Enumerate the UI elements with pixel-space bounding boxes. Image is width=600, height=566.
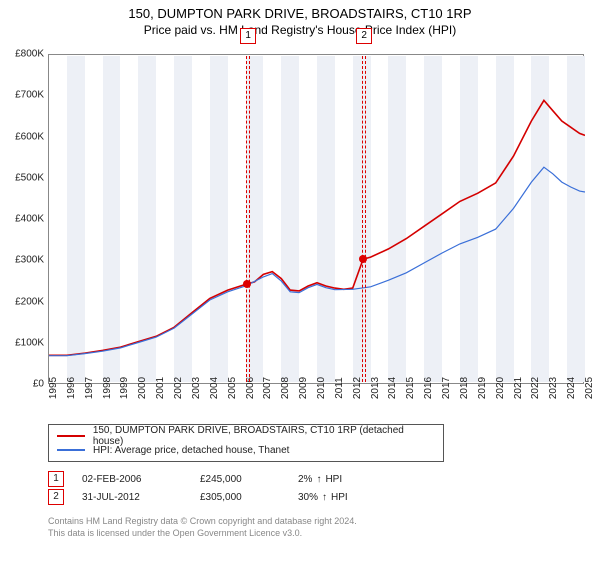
plot-region: 12 xyxy=(48,54,584,384)
series-line-property xyxy=(49,100,585,355)
transaction-price: £245,000 xyxy=(200,474,280,485)
y-axis-tick-label: £700K xyxy=(2,90,44,101)
chart-title: 150, DUMPTON PARK DRIVE, BROADSTAIRS, CT… xyxy=(0,6,600,21)
transaction-row: 1 02-FEB-2006 £245,000 2%↑HPI xyxy=(48,470,584,488)
transaction-pct: 30%↑HPI xyxy=(298,492,348,503)
transaction-marker-badge: 1 xyxy=(48,471,64,487)
sale-marker-line: 1 xyxy=(246,56,250,382)
legend-row: 150, DUMPTON PARK DRIVE, BROADSTAIRS, CT… xyxy=(57,429,435,443)
arrow-up-icon: ↑ xyxy=(322,492,327,503)
legend-box: 150, DUMPTON PARK DRIVE, BROADSTAIRS, CT… xyxy=(48,424,444,462)
footnote-line: Contains HM Land Registry data © Crown c… xyxy=(48,516,584,528)
y-axis-tick-label: £600K xyxy=(2,131,44,142)
legend-label: HPI: Average price, detached house, Than… xyxy=(93,445,289,456)
transaction-price: £305,000 xyxy=(200,492,280,503)
transaction-pct: 2%↑HPI xyxy=(298,474,342,485)
sale-marker-badge: 1 xyxy=(240,28,256,44)
legend: 150, DUMPTON PARK DRIVE, BROADSTAIRS, CT… xyxy=(48,424,584,539)
sale-dot xyxy=(359,255,367,263)
transaction-marker-badge: 2 xyxy=(48,489,64,505)
chart-area: 12 £0£100K£200K£300K£400K£500K£600K£700K… xyxy=(48,54,584,384)
transactions-table: 1 02-FEB-2006 £245,000 2%↑HPI 2 31-JUL-2012 £3… xyxy=(48,470,584,506)
y-axis-tick-label: £300K xyxy=(2,255,44,266)
sale-dot xyxy=(243,280,251,288)
y-axis-tick-label: £500K xyxy=(2,172,44,183)
legend-swatch xyxy=(57,449,85,451)
footnote: Contains HM Land Registry data © Crown c… xyxy=(48,516,584,539)
x-axis-tick-label: 2025 xyxy=(584,377,595,399)
legend-swatch xyxy=(57,435,85,437)
y-axis-tick-label: £0 xyxy=(2,379,44,390)
chart-subtitle: Price paid vs. HM Land Registry's House … xyxy=(0,23,600,37)
y-axis-tick-label: £200K xyxy=(2,296,44,307)
footnote-line: This data is licensed under the Open Gov… xyxy=(48,528,584,540)
y-axis-tick-label: £800K xyxy=(2,49,44,60)
arrow-up-icon: ↑ xyxy=(316,474,321,485)
series-line-hpi xyxy=(49,167,585,356)
sale-marker-badge: 2 xyxy=(356,28,372,44)
transaction-date: 31-JUL-2012 xyxy=(82,492,182,503)
y-axis-tick-label: £100K xyxy=(2,337,44,348)
sale-marker-line: 2 xyxy=(362,56,366,382)
chart-title-block: 150, DUMPTON PARK DRIVE, BROADSTAIRS, CT… xyxy=(0,6,600,37)
transaction-row: 2 31-JUL-2012 £305,000 30%↑HPI xyxy=(48,488,584,506)
transaction-date: 02-FEB-2006 xyxy=(82,474,182,485)
y-axis-tick-label: £400K xyxy=(2,214,44,225)
